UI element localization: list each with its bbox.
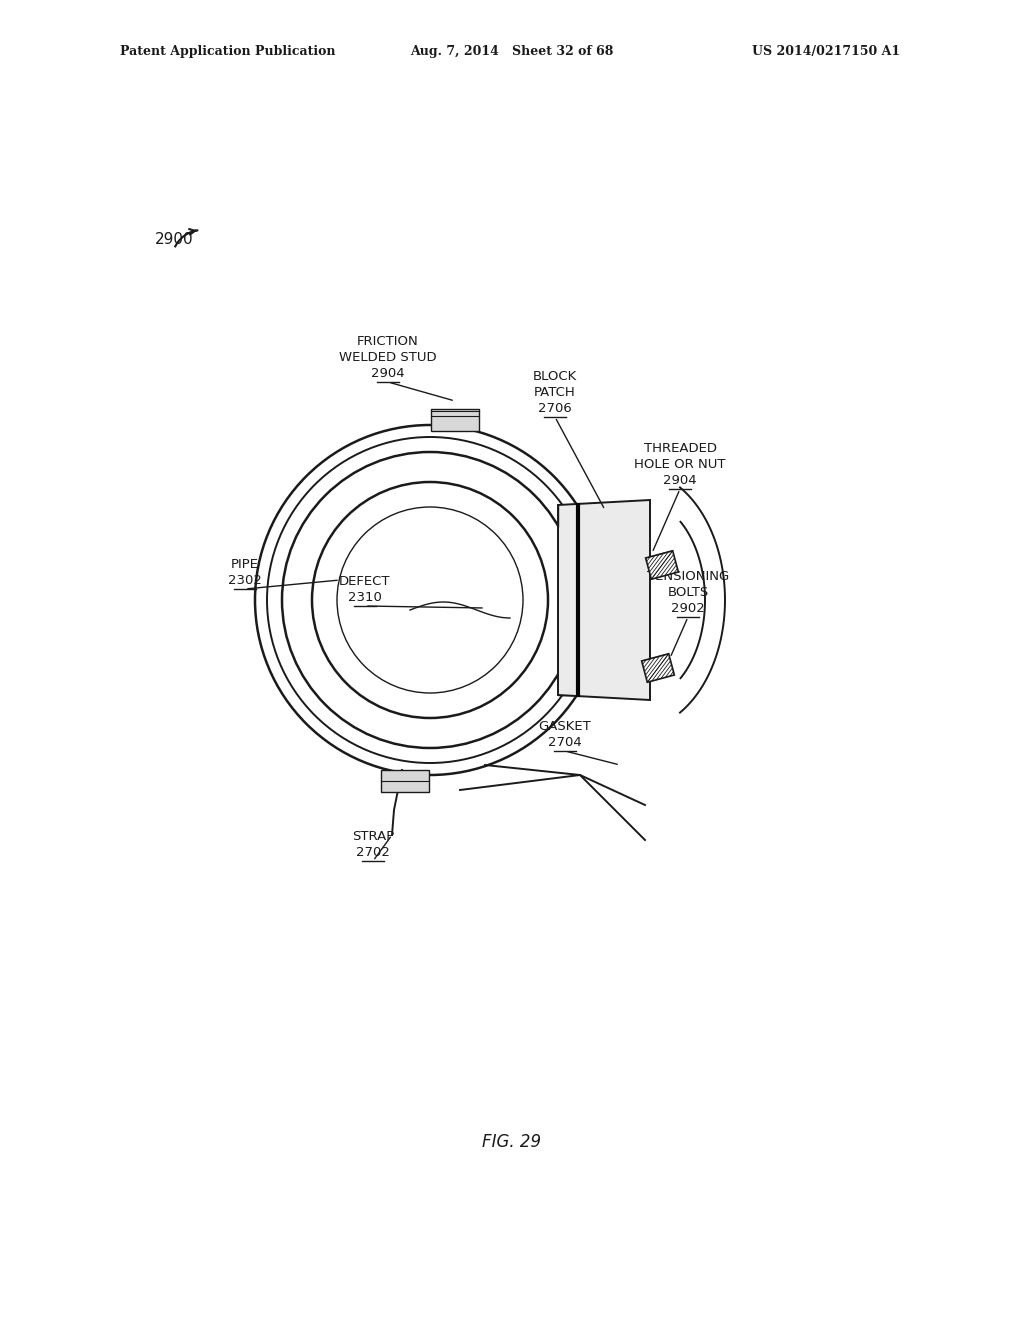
Text: STRAP: STRAP: [352, 830, 394, 843]
Text: 2302: 2302: [228, 574, 262, 587]
Text: US 2014/0217150 A1: US 2014/0217150 A1: [752, 45, 900, 58]
Text: PIPE: PIPE: [231, 558, 259, 572]
Text: 2706: 2706: [539, 403, 571, 414]
Text: 2904: 2904: [664, 474, 696, 487]
Text: 2310: 2310: [348, 591, 382, 605]
Polygon shape: [645, 550, 678, 579]
Text: 2902: 2902: [671, 602, 705, 615]
Text: Aug. 7, 2014   Sheet 32 of 68: Aug. 7, 2014 Sheet 32 of 68: [411, 45, 613, 58]
Text: TENSIONING: TENSIONING: [647, 570, 729, 583]
FancyBboxPatch shape: [431, 408, 479, 430]
Text: 2704: 2704: [548, 737, 582, 748]
FancyBboxPatch shape: [381, 770, 429, 792]
Text: PATCH: PATCH: [535, 385, 575, 399]
Text: BLOCK: BLOCK: [532, 370, 578, 383]
Text: Patent Application Publication: Patent Application Publication: [120, 45, 336, 58]
Polygon shape: [558, 500, 650, 700]
Text: FIG. 29: FIG. 29: [482, 1133, 542, 1151]
Text: THREADED: THREADED: [643, 442, 717, 455]
Text: GASKET: GASKET: [539, 719, 592, 733]
Text: 2904: 2904: [371, 367, 404, 380]
Text: HOLE OR NUT: HOLE OR NUT: [634, 458, 726, 471]
Text: WELDED STUD: WELDED STUD: [339, 351, 437, 364]
Text: 2900: 2900: [155, 232, 194, 248]
Text: DEFECT: DEFECT: [339, 576, 391, 587]
Text: 2702: 2702: [356, 846, 390, 859]
Text: FRICTION: FRICTION: [357, 335, 419, 348]
Polygon shape: [642, 653, 675, 682]
Text: BOLTS: BOLTS: [668, 586, 709, 599]
